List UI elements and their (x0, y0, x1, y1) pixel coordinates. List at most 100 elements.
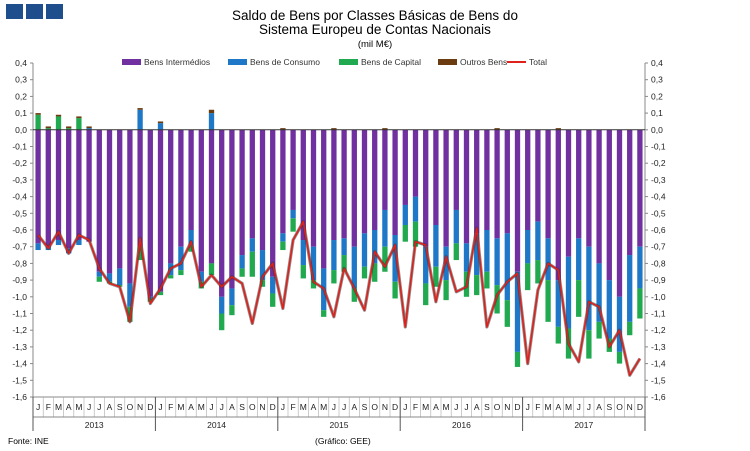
bar-bens-intermédios (545, 129, 551, 239)
bar-bens-de-capital (280, 241, 286, 251)
bar-bens-intermédios (606, 129, 612, 281)
x-month-label: S (117, 402, 123, 412)
bar-bens-de-capital (331, 270, 337, 284)
bar-bens-de-consumo (219, 296, 225, 314)
bar-bens-intermédios (66, 129, 72, 249)
y-tick-label-left: -0,1 (12, 142, 27, 152)
bar-bens-intermédios (576, 129, 582, 239)
y-tick-label-right: -0,1 (651, 142, 666, 152)
bar-bens-de-consumo (76, 240, 82, 246)
bar-bens-de-consumo (494, 238, 500, 286)
bar-bens-de-consumo (178, 246, 184, 271)
legend-item: Bens de Capital (339, 57, 421, 67)
y-tick-label-right: -0,8 (651, 258, 666, 268)
legend-swatch (228, 59, 247, 65)
bar-bens-de-capital (412, 221, 419, 247)
bar-bens-de-consumo (310, 246, 317, 281)
x-month-label: D (637, 402, 643, 412)
legend-item: Total (507, 57, 547, 67)
x-month-label: J (587, 402, 591, 412)
y-tick-label-left: 0,3 (15, 75, 27, 85)
x-month-label: N (382, 402, 388, 412)
bar-bens-de-consumo (270, 276, 276, 294)
x-month-label: S (606, 402, 612, 412)
bar-bens-de-capital (525, 263, 531, 291)
chart-title-line2: Sistema Europeu de Contas Nacionais (259, 22, 491, 37)
bar-bens-de-capital (290, 218, 296, 232)
x-month-label: O (371, 402, 378, 412)
bar-bens-de-consumo (55, 240, 62, 246)
y-tick-label-right: 0,0 (651, 125, 663, 135)
legend-swatch (339, 59, 358, 65)
bar-bens-intermédios (290, 129, 296, 210)
bar-bens-de-consumo (565, 256, 572, 329)
bar-bens-de-consumo (106, 273, 113, 282)
y-tick-label-left: -1,5 (12, 375, 27, 385)
bar-bens-intermédios (565, 129, 572, 257)
bar-bens-de-consumo (586, 246, 592, 331)
y-tick-label-right: -0,3 (651, 175, 666, 185)
x-month-label: M (198, 402, 205, 412)
bar-bens-intermédios (494, 129, 500, 239)
bar-bens-intermédios (35, 129, 41, 244)
bar-bens-intermédios (45, 129, 51, 247)
bar-bens-intermédios (596, 129, 602, 264)
bar-bens-de-consumo (453, 209, 459, 244)
bar-bens-intermédios (76, 129, 82, 241)
bar-outros-bens (35, 113, 41, 115)
bar-bens-intermédios (198, 129, 204, 272)
x-month-label: J (526, 402, 530, 412)
y-tick-label-left: -1,0 (12, 292, 27, 302)
y-tick-label-right: -1,4 (651, 359, 666, 369)
bar-bens-de-consumo (555, 280, 561, 327)
bar-bens-de-consumo (137, 109, 143, 130)
bar-bens-de-capital (208, 263, 215, 276)
legend-swatch (507, 61, 526, 63)
x-month-label: F (413, 402, 418, 412)
y-tick-label-left: -0,7 (12, 242, 27, 252)
bar-bens-de-consumo (372, 230, 378, 264)
x-month-label: D (514, 402, 520, 412)
bar-bens-de-capital (586, 330, 592, 359)
y-tick-label-right: -0,2 (651, 158, 666, 168)
source-note: Fonte: INE (8, 436, 49, 446)
bar-bens-de-consumo (157, 123, 164, 130)
legend-label: Total (529, 57, 547, 67)
bar-bens-de-consumo (596, 263, 602, 322)
bar-bens-de-capital (433, 266, 439, 287)
x-month-label: F (290, 402, 295, 412)
bar-outros-bens (137, 108, 143, 110)
bar-bens-de-capital (270, 293, 276, 307)
y-tick-label-right: -0,7 (651, 242, 666, 252)
bar-bens-de-capital (76, 118, 82, 130)
bar-bens-de-capital (361, 266, 368, 279)
bar-outros-bens (45, 126, 51, 129)
bar-outros-bens (76, 116, 82, 119)
bar-bens-de-capital (453, 243, 459, 261)
y-tick-label-right: 0,2 (651, 91, 663, 101)
bar-bens-intermédios (106, 129, 113, 274)
bar-bens-de-capital (514, 351, 521, 367)
x-month-label: N (504, 402, 510, 412)
x-month-label: J (158, 402, 162, 412)
bar-bens-de-capital (555, 326, 561, 344)
bar-bens-de-capital (351, 288, 357, 302)
bar-bens-de-consumo (484, 230, 490, 272)
bar-bens-de-consumo (341, 238, 347, 256)
legend-swatch (438, 59, 457, 65)
chart-credit: (Gráfico: GEE) (315, 436, 371, 446)
bar-bens-de-capital (535, 260, 541, 284)
legend-label: Bens de Capital (361, 57, 422, 67)
bar-bens-intermédios (382, 129, 388, 210)
bar-bens-intermédios (474, 129, 480, 234)
y-tick-label-right: -1,1 (651, 309, 666, 319)
y-tick-label-left: -1,2 (12, 325, 27, 335)
x-month-label: M (565, 402, 572, 412)
y-tick-label-right: 0,4 (651, 58, 663, 68)
x-month-label: D (270, 402, 276, 412)
bar-bens-de-consumo (463, 243, 470, 272)
bar-bens-de-consumo (127, 283, 133, 307)
bar-bens-intermédios (321, 129, 327, 269)
y-tick-label-left: -1,6 (12, 392, 27, 402)
